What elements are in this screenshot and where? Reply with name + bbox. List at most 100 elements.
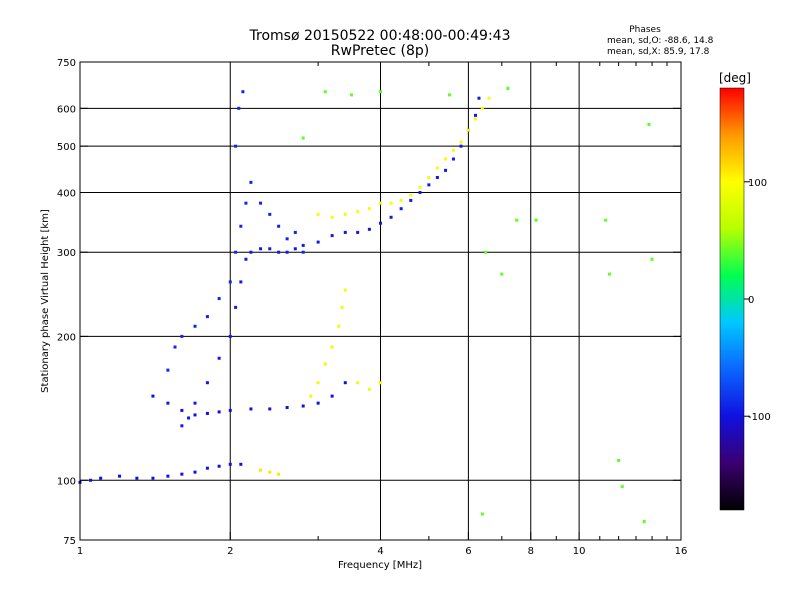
data-point (277, 250, 281, 254)
data-point (217, 410, 221, 414)
data-point (389, 201, 393, 205)
data-point (473, 113, 477, 117)
data-point (259, 201, 263, 205)
colorbar-label: [deg] (719, 71, 751, 85)
data-point (350, 93, 354, 97)
x-axis-label: Frequency [MHz] (338, 560, 422, 571)
data-point (193, 470, 197, 474)
data-point (259, 247, 263, 251)
data-point (228, 408, 232, 412)
phase-stats-x: mean, sd,X: 85.9, 17.8 (607, 47, 710, 57)
data-point (316, 212, 320, 216)
y-tick-label: 400 (57, 188, 76, 199)
data-point (480, 512, 484, 516)
y-tick-label: 750 (57, 58, 76, 69)
data-point (285, 250, 289, 254)
data-point (228, 334, 232, 338)
data-point (285, 405, 289, 409)
data-point (647, 123, 651, 127)
data-point (451, 148, 455, 152)
x-tick-label: 8 (528, 546, 534, 557)
data-point (205, 411, 209, 415)
data-point (487, 96, 491, 100)
data-point (217, 356, 221, 360)
data-point (367, 207, 371, 211)
data-point (234, 144, 238, 148)
data-point (500, 272, 504, 276)
colorbar-ticks: 100 0 -100 (744, 178, 771, 423)
data-point (620, 485, 624, 489)
data-point (301, 136, 305, 140)
data-point (166, 474, 170, 478)
data-point (473, 117, 477, 121)
data-point (409, 193, 413, 197)
x-tick-label: 2 (227, 546, 233, 557)
data-point (399, 198, 403, 202)
x-tick-label: 10 (573, 546, 586, 557)
data-point (205, 315, 209, 319)
data-point (356, 381, 360, 385)
data-point (330, 394, 334, 398)
data-point (466, 128, 470, 132)
data-point (268, 470, 272, 474)
data-point (205, 381, 209, 385)
y-tick-label: 600 (57, 104, 76, 115)
data-point (379, 381, 382, 385)
data-point (389, 215, 393, 219)
data-point (435, 175, 439, 179)
data-point (506, 87, 510, 91)
data-point (244, 201, 248, 205)
data-point (268, 212, 272, 216)
data-point (343, 288, 347, 292)
data-point (343, 381, 347, 385)
axis-ticks: 1 2 4 6 8 10 16 75 100 200 300 400 500 600 750 (57, 58, 687, 557)
data-point (301, 250, 305, 254)
data-point (367, 387, 371, 391)
data-point (367, 227, 371, 231)
data-point (435, 166, 439, 170)
data-point (617, 458, 621, 462)
data-point (451, 157, 455, 161)
data-point (239, 462, 243, 466)
data-point (151, 476, 155, 480)
data-point (340, 305, 344, 309)
scatter-points (78, 87, 654, 523)
data-point (193, 401, 197, 405)
y-tick-label: 100 (57, 476, 76, 487)
data-point (444, 157, 448, 161)
data-point (418, 190, 422, 194)
data-point (316, 401, 320, 405)
data-point (166, 401, 170, 405)
data-point (285, 237, 289, 241)
data-point (268, 247, 272, 251)
data-point (249, 180, 253, 184)
data-point (316, 240, 320, 244)
y-axis-label: Stationary phase Virtual Height [km] (40, 209, 51, 393)
data-point (301, 404, 305, 408)
data-point (650, 257, 654, 261)
data-point (301, 243, 305, 247)
data-point (330, 215, 334, 219)
colorbar-tick-label: -100 (748, 412, 771, 423)
phase-stats-title: Phases (629, 25, 661, 35)
data-point (459, 140, 463, 144)
data-point (237, 106, 241, 110)
data-point (241, 90, 245, 94)
data-point (244, 257, 248, 261)
colorbar-tick-label: 100 (748, 178, 767, 189)
data-point (356, 230, 360, 234)
data-point (642, 519, 646, 523)
data-point (379, 201, 382, 205)
data-point (205, 466, 209, 470)
data-point (316, 381, 320, 385)
data-point (484, 250, 488, 254)
data-point (277, 224, 281, 228)
data-point (151, 394, 155, 398)
data-point (259, 468, 263, 472)
data-point (217, 464, 221, 468)
data-point (418, 185, 422, 189)
data-point (249, 250, 253, 254)
data-point (268, 407, 272, 411)
y-tick-label: 75 (63, 536, 76, 547)
